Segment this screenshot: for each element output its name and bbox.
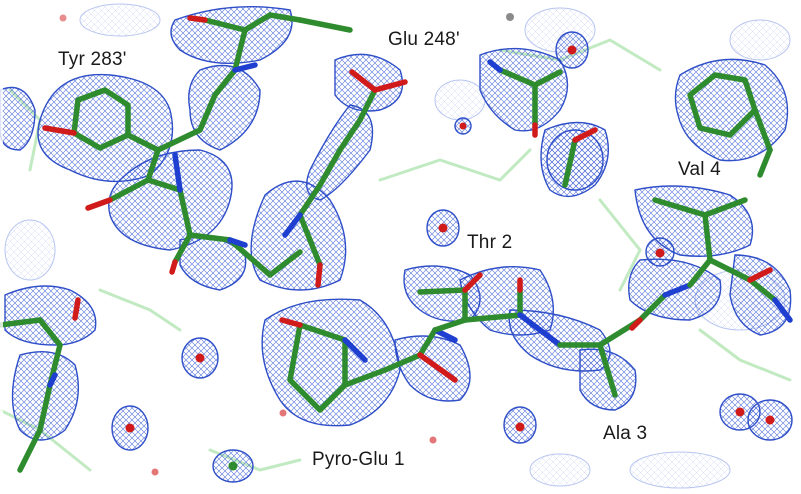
ion-atom bbox=[506, 13, 514, 21]
molecular-sticks bbox=[0, 12, 793, 473]
density-meshes bbox=[0, 5, 793, 483]
label-val-4: Val 4 bbox=[678, 159, 721, 180]
label-thr-2: Thr 2 bbox=[467, 232, 513, 253]
water-molecules bbox=[59, 14, 775, 476]
label-tyr-283: Tyr 283' bbox=[58, 49, 127, 70]
label-pyro-glu-1: Pyro-Glu 1 bbox=[312, 449, 405, 470]
label-glu-248: Glu 248' bbox=[388, 29, 460, 50]
label-ala-3: Ala 3 bbox=[603, 423, 648, 444]
metal-ion bbox=[228, 461, 238, 471]
